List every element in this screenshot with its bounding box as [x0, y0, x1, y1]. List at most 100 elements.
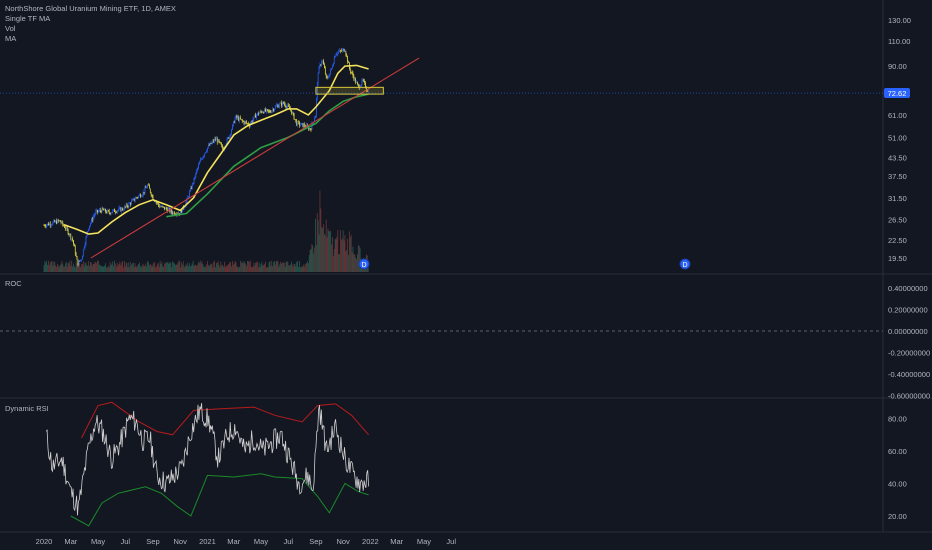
- candle-body: [106, 211, 107, 213]
- rsi-upper-band[interactable]: [81, 401, 369, 439]
- volume-bar: [209, 264, 211, 272]
- volume-bar: [313, 253, 315, 272]
- volume-bar: [341, 238, 343, 272]
- candle-body: [129, 203, 131, 204]
- indicator-single-tf-ma[interactable]: Single TF MA: [5, 14, 51, 23]
- volume-bar: [110, 265, 112, 272]
- volume-bar: [69, 260, 71, 272]
- candle-body: [325, 74, 327, 77]
- volume-bar: [199, 260, 201, 272]
- price-tick-label: 43.50: [888, 153, 907, 162]
- candle-body: [300, 123, 302, 125]
- candle-body: [44, 225, 46, 227]
- volume-bar: [205, 266, 207, 272]
- indicator-vol[interactable]: Vol: [5, 24, 16, 33]
- time-tick-label: May: [254, 537, 268, 546]
- roc-tick-label: -0.40000000: [888, 370, 930, 379]
- indicator-ma[interactable]: MA: [5, 34, 17, 43]
- candle-body: [241, 119, 242, 120]
- symbol-title[interactable]: NorthShore Global Uranium Mining ETF, 1D…: [5, 4, 176, 13]
- candle-body: [282, 102, 284, 104]
- candle-body: [298, 121, 299, 123]
- candle-body: [238, 117, 240, 121]
- candle-body: [237, 117, 239, 118]
- volume-bar: [114, 260, 115, 272]
- volume-bar: [334, 238, 336, 272]
- candle-body: [250, 121, 252, 124]
- candle-body: [136, 197, 138, 198]
- dividend-marker[interactable]: D: [358, 258, 370, 270]
- trendline[interactable]: [90, 57, 420, 259]
- candle-body: [308, 128, 310, 130]
- roc-pane-title[interactable]: ROC: [5, 279, 22, 288]
- candle-body: [197, 168, 198, 171]
- time-tick-label: 2021: [199, 537, 216, 546]
- volume-bar: [236, 266, 238, 272]
- volume-bar: [152, 264, 154, 272]
- support-zone[interactable]: [315, 86, 384, 95]
- volume-bar: [337, 229, 339, 272]
- candle-body: [110, 213, 112, 215]
- volume-bar: [344, 235, 346, 272]
- volume-bar: [67, 262, 69, 272]
- volume-bar: [54, 261, 56, 272]
- volume-bar: [307, 261, 308, 272]
- candle-body: [243, 121, 245, 124]
- candle-body: [275, 105, 277, 107]
- volume-bar: [149, 263, 151, 272]
- candle-body: [144, 187, 146, 193]
- volume-bar: [272, 266, 274, 272]
- ma-fast-line[interactable]: [63, 64, 369, 235]
- volume-bar: [102, 267, 104, 272]
- volume-bar: [79, 263, 81, 272]
- candle-body: [361, 80, 363, 85]
- candle-body: [142, 192, 144, 196]
- volume-bar: [306, 263, 307, 272]
- volume-bar: [213, 262, 215, 272]
- candle-body: [65, 227, 66, 229]
- volume-bar: [48, 260, 49, 272]
- rsi-lower-band[interactable]: [70, 473, 369, 527]
- candle-body: [196, 170, 198, 173]
- volume-bar: [46, 260, 48, 272]
- candle-body: [128, 203, 130, 207]
- candle-body: [253, 116, 255, 120]
- volume-bar: [286, 261, 288, 272]
- candle-body: [179, 213, 181, 215]
- candle-body: [314, 118, 315, 122]
- candle-body: [268, 110, 270, 112]
- volume-bar: [340, 230, 341, 272]
- dividend-marker[interactable]: D: [679, 258, 691, 270]
- candle-body: [257, 112, 259, 115]
- candle-body: [354, 78, 356, 80]
- time-tick-label: Mar: [390, 537, 403, 546]
- candle-body: [74, 246, 76, 255]
- volume-bar: [139, 262, 140, 272]
- candle-body: [349, 69, 351, 73]
- rsi-pane-title[interactable]: Dynamic RSI: [5, 404, 49, 413]
- candle-body: [270, 112, 272, 113]
- roc-tick-label: 0.00000000: [888, 327, 928, 336]
- candle-body: [95, 211, 97, 214]
- candle-body: [246, 122, 248, 124]
- volume-bar: [208, 266, 210, 272]
- volume-bar: [290, 264, 291, 272]
- candle-body: [120, 207, 122, 212]
- volume-bar: [51, 261, 53, 272]
- volume-bar: [265, 267, 267, 272]
- candle-body: [295, 119, 297, 121]
- candle-body: [244, 121, 246, 124]
- volume-bar: [226, 266, 228, 272]
- candle-body: [271, 110, 273, 113]
- candle-body: [262, 111, 264, 113]
- candle-body: [135, 197, 137, 200]
- candle-body: [356, 82, 357, 83]
- candle-body: [247, 123, 248, 124]
- volume-bar: [333, 249, 335, 272]
- volume-bar: [268, 262, 270, 272]
- rsi-line[interactable]: [45, 403, 369, 516]
- volume-bar: [193, 266, 195, 272]
- volume-bar: [182, 264, 183, 272]
- volume-bar: [227, 264, 229, 272]
